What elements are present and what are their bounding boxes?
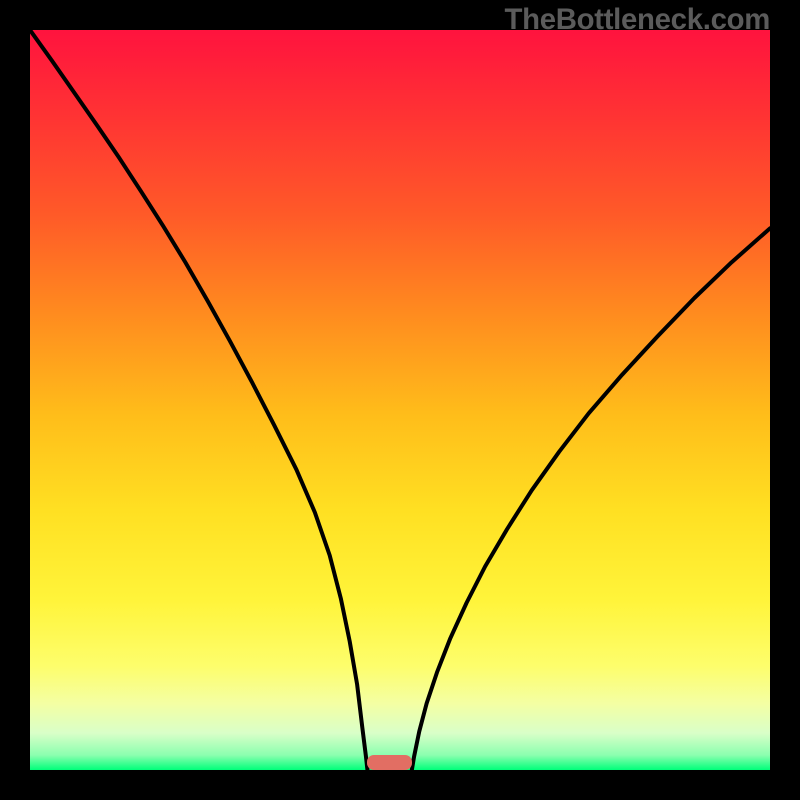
bottleneck-marker: [367, 755, 411, 770]
right-curve: [412, 228, 770, 770]
left-curve: [30, 30, 367, 770]
plot-area: [30, 30, 770, 770]
outer-frame: TheBottleneck.com: [0, 0, 800, 800]
curve-layer: [30, 30, 770, 770]
watermark-text: TheBottleneck.com: [504, 3, 770, 37]
